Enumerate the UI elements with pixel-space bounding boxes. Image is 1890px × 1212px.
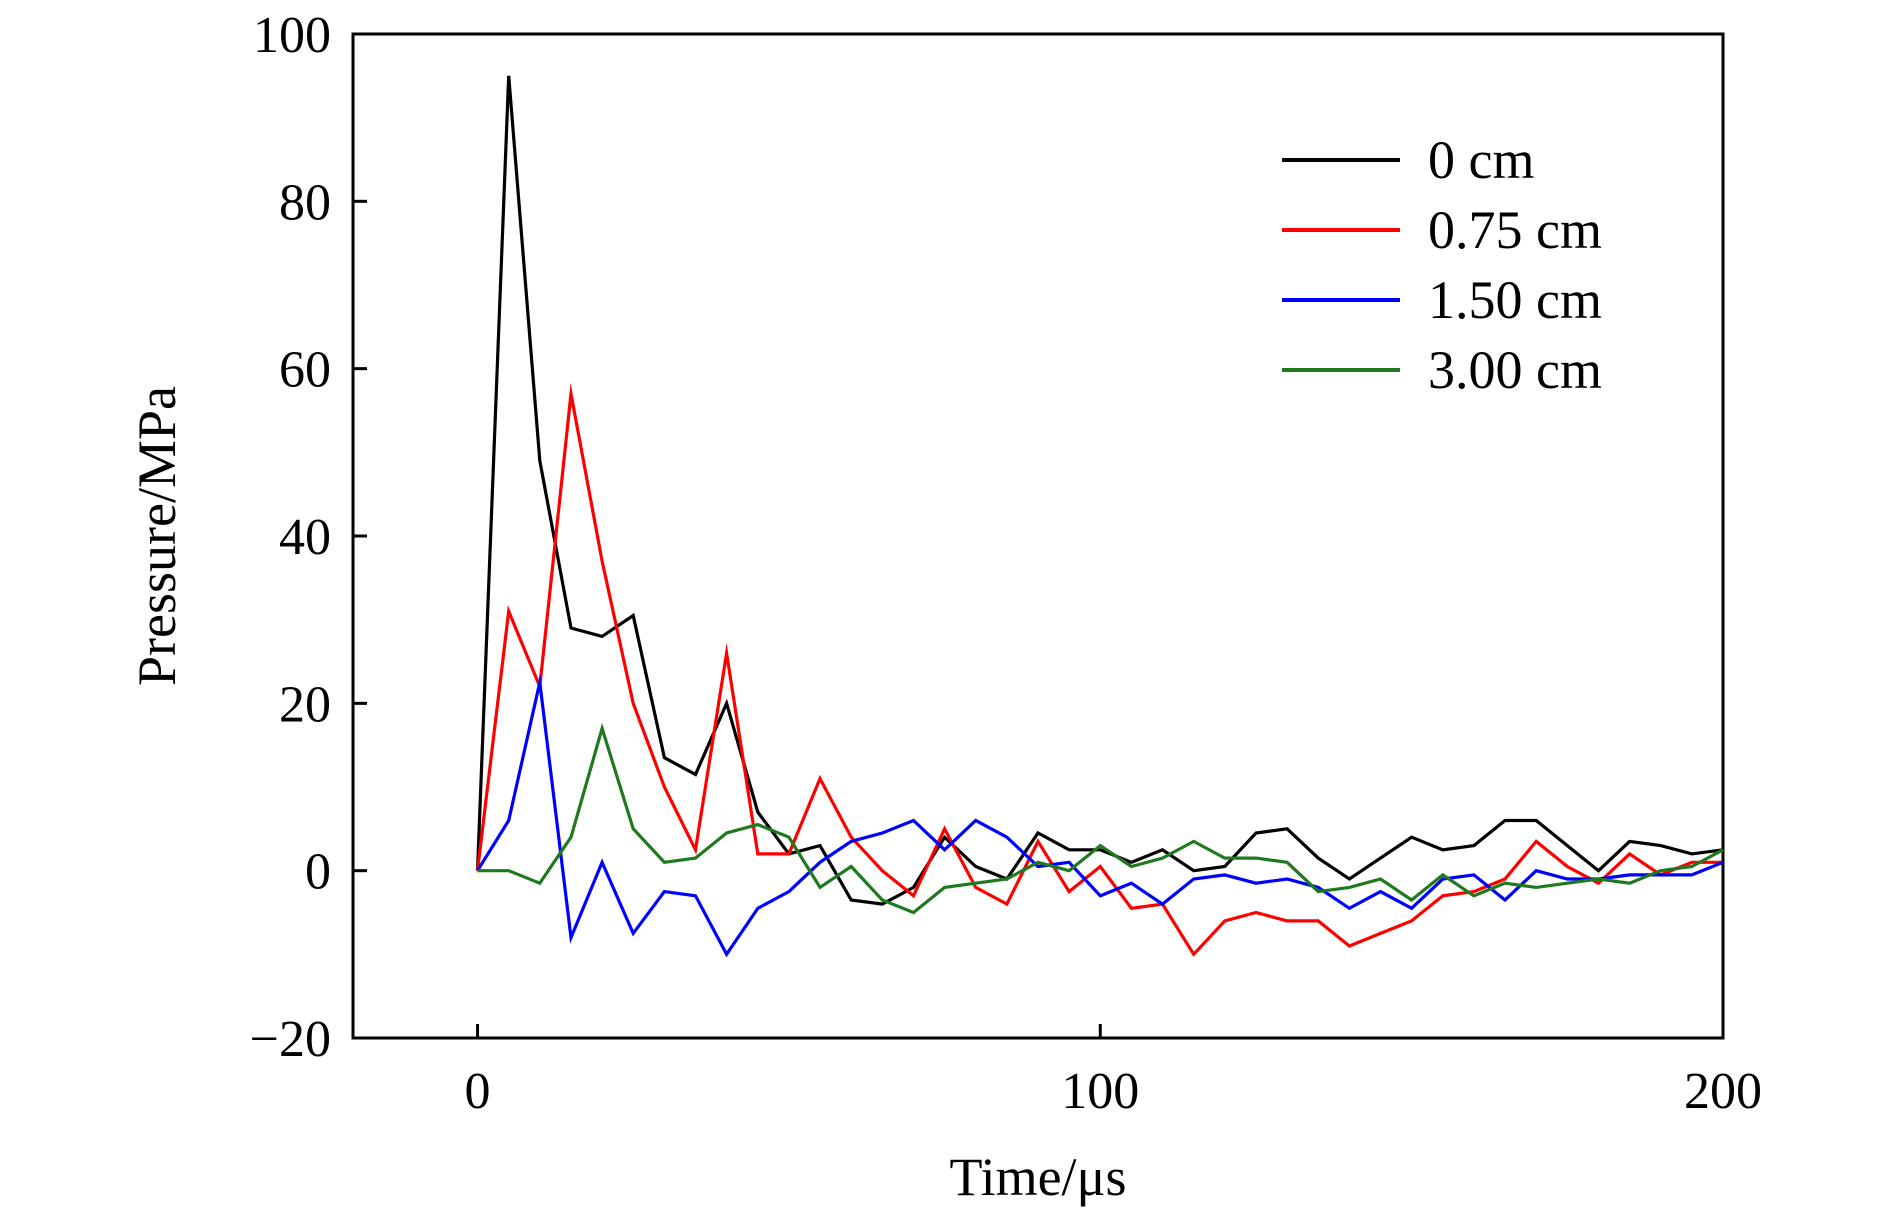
y-tick-label: 60	[279, 342, 331, 399]
x-tick-label: 200	[1684, 1063, 1762, 1120]
series-line-3	[477, 722, 1724, 915]
y-tick-label: 40	[279, 509, 331, 566]
y-tick-label: −20	[250, 1011, 331, 1068]
y-tick-label: 20	[279, 676, 331, 733]
y-tick-label: 80	[279, 174, 331, 231]
series-layer	[475, 75, 1724, 958]
x-axis-title: Time/μs	[949, 1147, 1126, 1207]
series-line-2	[476, 673, 1724, 958]
x-tick-label: 100	[1061, 1063, 1139, 1120]
y-tick-label: 0	[305, 844, 331, 901]
y-axis: −20 0 20 40 60 80 100	[250, 7, 367, 1068]
legend-label: 3.00 cm	[1428, 340, 1602, 400]
legend-label: 0.75 cm	[1428, 200, 1602, 260]
x-axis: 0 100 200	[465, 1024, 1762, 1120]
x-tick-label: 0	[465, 1063, 491, 1120]
series-line-0	[475, 75, 1724, 906]
legend-label: 0 cm	[1428, 130, 1534, 190]
y-axis-title: Pressure/MPa	[127, 386, 187, 686]
legend-label: 1.50 cm	[1428, 270, 1602, 330]
y-tick-label: 100	[253, 7, 331, 64]
legend: 0 cm 0.75 cm 1.50 cm 3.00 cm	[1282, 130, 1602, 400]
series-line-1	[475, 382, 1723, 957]
